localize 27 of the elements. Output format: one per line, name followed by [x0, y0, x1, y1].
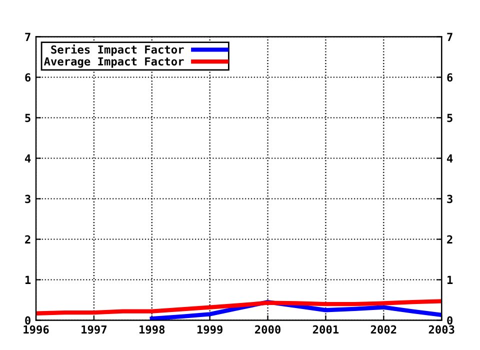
x-tick-label: 2003 — [428, 325, 454, 334]
line-series — [36, 299, 442, 316]
y-tick-label: 0 — [25, 316, 30, 325]
x-tick-label: 2002 — [370, 325, 396, 334]
y2-tick-label: 0 — [447, 316, 452, 325]
y-tick-label: 4 — [25, 154, 31, 162]
y-tick-label: 6 — [25, 73, 31, 82]
x-tick-label: 1998 — [140, 325, 165, 334]
y-tick-label: 7 — [25, 32, 30, 41]
x-tick-label: 1996 — [24, 325, 49, 334]
y2-tick-label: 7 — [447, 32, 452, 41]
y-tick-label: 5 — [25, 114, 30, 122]
y2-tick-label: 3 — [447, 194, 452, 204]
y-tick-label: 3 — [25, 194, 30, 204]
y2-tick-label: 6 — [447, 73, 453, 82]
y2-tick-label: 5 — [447, 114, 452, 122]
y-tick-label: 2 — [25, 235, 30, 244]
x-tick-label: 1999 — [197, 325, 222, 334]
x-tick-label: 2000 — [255, 325, 280, 334]
y2-tick-label: 2 — [447, 235, 452, 244]
y2-tick-label: 1 — [447, 276, 453, 284]
legend-label: Series Impact Factor — [51, 44, 184, 56]
y-tick-label: 1 — [25, 276, 31, 284]
x-tick-label: 1997 — [82, 325, 106, 334]
y2-tick-label: 4 — [447, 154, 453, 162]
legend-label: Average Impact Factor — [44, 57, 184, 68]
x-tick-label: 2001 — [312, 325, 339, 334]
